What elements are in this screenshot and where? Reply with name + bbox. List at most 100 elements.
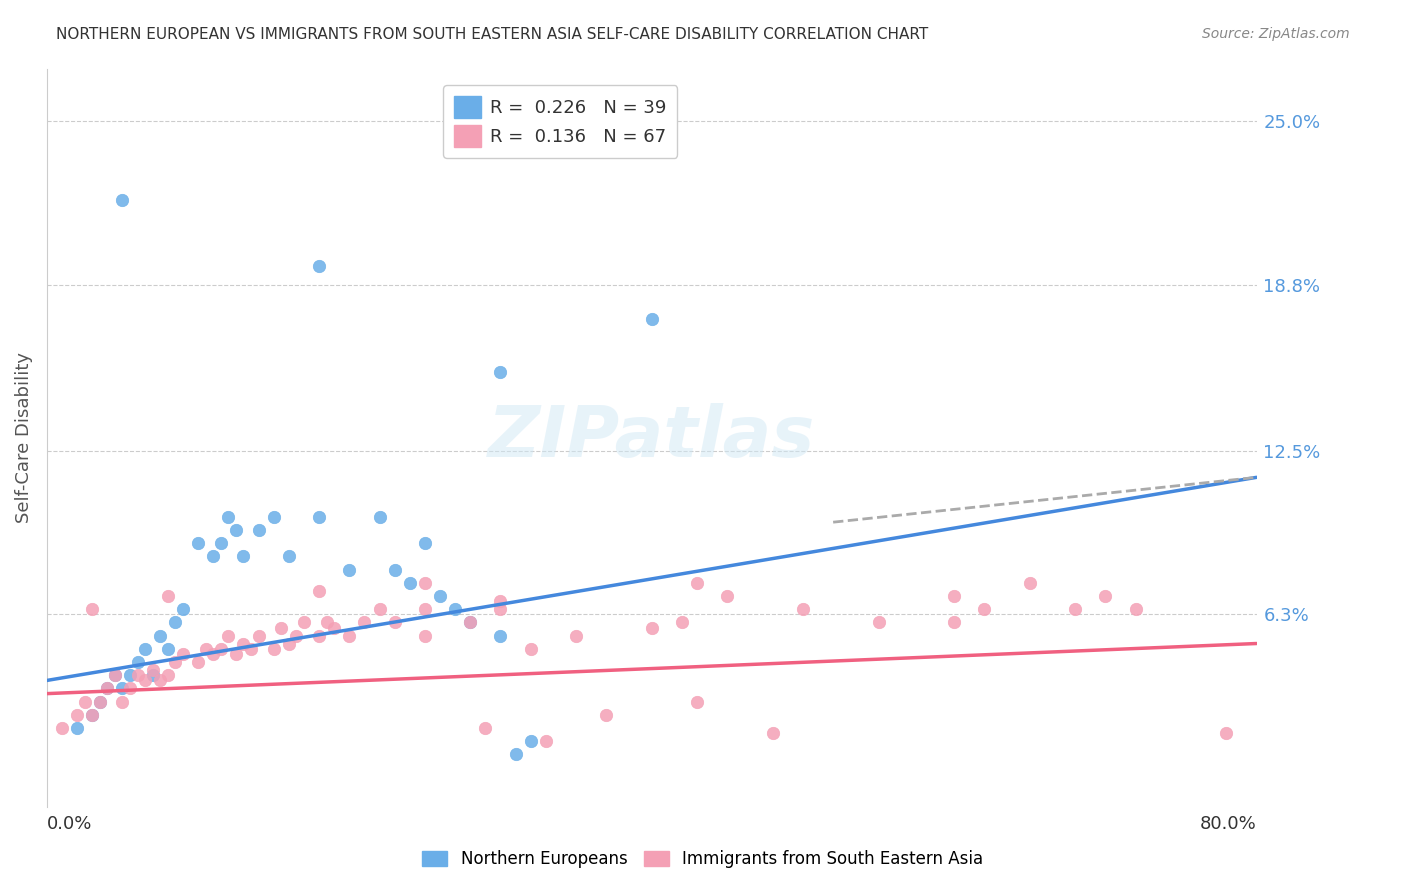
Point	[474, 721, 496, 735]
Point	[413, 629, 436, 643]
Text: 80.0%: 80.0%	[1199, 815, 1257, 833]
Point	[973, 602, 995, 616]
Point	[671, 615, 693, 630]
Point	[202, 647, 225, 661]
Point	[458, 615, 481, 630]
Point	[118, 681, 141, 696]
Point	[308, 629, 330, 643]
Point	[156, 589, 179, 603]
Point	[172, 647, 194, 661]
Point	[489, 594, 512, 608]
Text: 0.0%: 0.0%	[46, 815, 93, 833]
Point	[308, 260, 330, 274]
Point	[353, 615, 375, 630]
Point	[232, 549, 254, 564]
Point	[263, 641, 285, 656]
Point	[66, 707, 89, 722]
Point	[149, 629, 172, 643]
Point	[1018, 575, 1040, 590]
Point	[489, 629, 512, 643]
Point	[641, 621, 664, 635]
Point	[277, 549, 299, 564]
Point	[285, 629, 308, 643]
Point	[89, 694, 111, 708]
Point	[111, 694, 134, 708]
Point	[89, 694, 111, 708]
Point	[943, 615, 966, 630]
Legend: Northern Europeans, Immigrants from South Eastern Asia: Northern Europeans, Immigrants from Sout…	[416, 844, 990, 875]
Point	[444, 602, 467, 616]
Point	[127, 668, 149, 682]
Point	[263, 509, 285, 524]
Point	[51, 721, 73, 735]
Point	[384, 615, 406, 630]
Point	[82, 707, 104, 722]
Point	[82, 602, 104, 616]
Point	[384, 563, 406, 577]
Point	[217, 629, 239, 643]
Point	[868, 615, 890, 630]
Point	[368, 602, 391, 616]
Point	[172, 602, 194, 616]
Point	[187, 655, 209, 669]
Point	[308, 509, 330, 524]
Point	[66, 721, 89, 735]
Point	[292, 615, 315, 630]
Point	[413, 575, 436, 590]
Point	[134, 641, 156, 656]
Point	[398, 575, 420, 590]
Point	[315, 615, 337, 630]
Point	[111, 681, 134, 696]
Point	[209, 536, 232, 550]
Point	[209, 641, 232, 656]
Point	[565, 629, 588, 643]
Point	[187, 536, 209, 550]
Point	[489, 365, 512, 379]
Point	[1064, 602, 1087, 616]
Point	[943, 589, 966, 603]
Point	[232, 636, 254, 650]
Point	[762, 726, 785, 740]
Point	[127, 655, 149, 669]
Point	[519, 734, 541, 748]
Point	[165, 655, 187, 669]
Point	[429, 589, 451, 603]
Point	[308, 583, 330, 598]
Point	[217, 509, 239, 524]
Point	[277, 636, 299, 650]
Point	[270, 621, 292, 635]
Point	[96, 681, 118, 696]
Point	[505, 747, 527, 762]
Point	[1094, 589, 1116, 603]
Point	[323, 621, 346, 635]
Point	[156, 668, 179, 682]
Point	[96, 681, 118, 696]
Point	[337, 629, 360, 643]
Point	[337, 563, 360, 577]
Point	[104, 668, 127, 682]
Point	[225, 523, 247, 537]
Text: ZIPatlas: ZIPatlas	[488, 403, 815, 472]
Point	[247, 523, 270, 537]
Point	[82, 707, 104, 722]
Point	[73, 694, 96, 708]
Point	[240, 641, 263, 656]
Point	[142, 668, 165, 682]
Point	[458, 615, 481, 630]
Point	[202, 549, 225, 564]
Point	[686, 694, 709, 708]
Text: NORTHERN EUROPEAN VS IMMIGRANTS FROM SOUTH EASTERN ASIA SELF-CARE DISABILITY COR: NORTHERN EUROPEAN VS IMMIGRANTS FROM SOU…	[56, 27, 928, 42]
Point	[595, 707, 617, 722]
Point	[149, 673, 172, 688]
Point	[792, 602, 814, 616]
Point	[641, 312, 664, 326]
Point	[368, 509, 391, 524]
Point	[225, 647, 247, 661]
Text: Source: ZipAtlas.com: Source: ZipAtlas.com	[1202, 27, 1350, 41]
Point	[111, 194, 134, 208]
Point	[194, 641, 217, 656]
Point	[142, 663, 165, 677]
Point	[413, 536, 436, 550]
Y-axis label: Self-Care Disability: Self-Care Disability	[15, 352, 32, 524]
Point	[534, 734, 557, 748]
